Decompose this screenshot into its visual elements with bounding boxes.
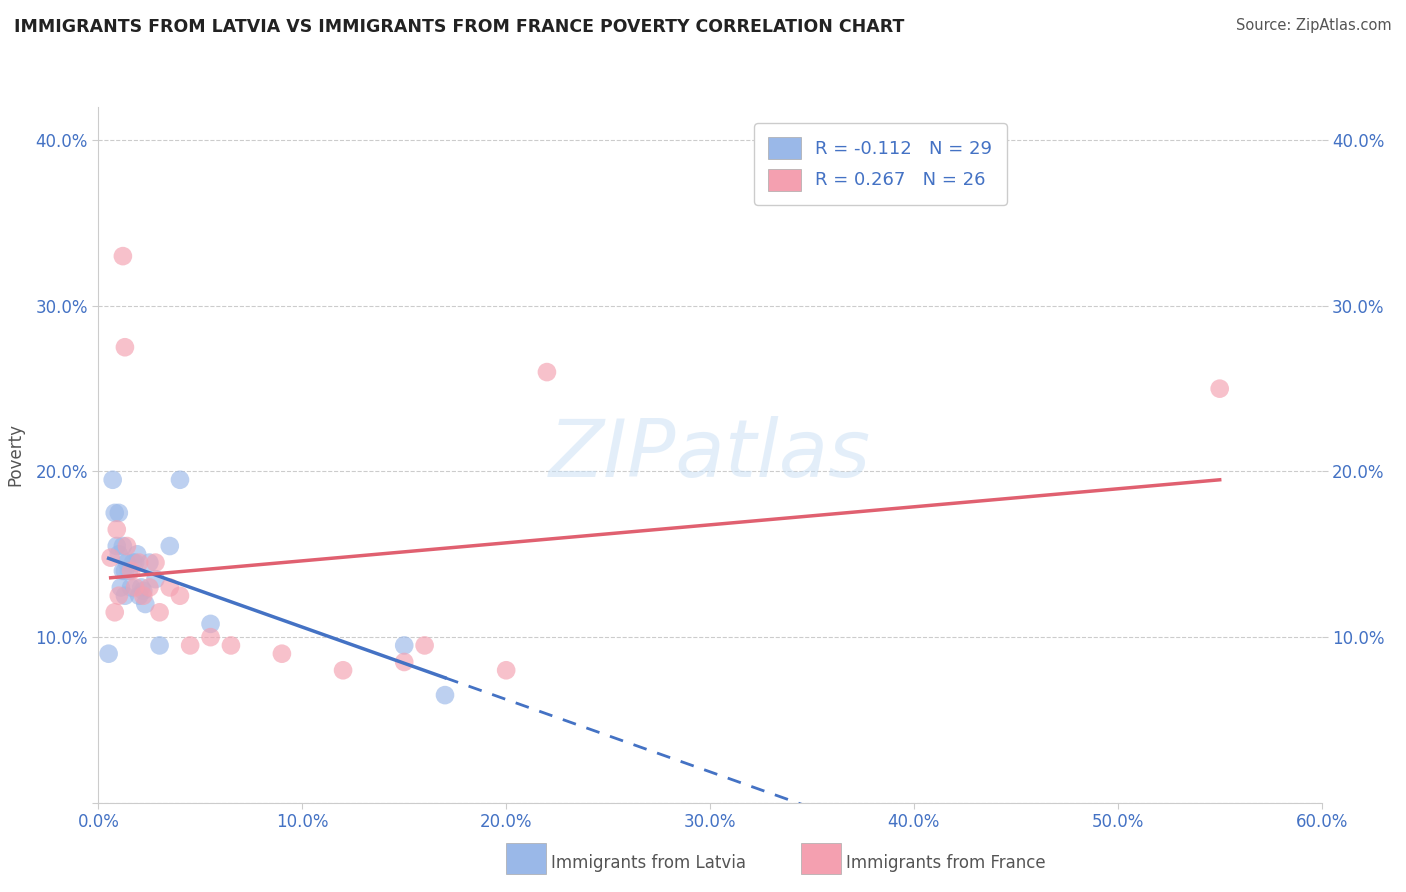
Point bbox=[114, 589, 136, 603]
Point bbox=[332, 663, 354, 677]
Point bbox=[105, 523, 128, 537]
Point bbox=[111, 249, 134, 263]
Point bbox=[200, 616, 222, 631]
Point bbox=[138, 581, 160, 595]
Point bbox=[118, 564, 141, 578]
Point bbox=[392, 655, 416, 669]
Point bbox=[138, 556, 160, 570]
Point bbox=[219, 639, 242, 653]
Point bbox=[179, 639, 201, 653]
Text: Immigrants from France: Immigrants from France bbox=[846, 854, 1046, 871]
Point bbox=[100, 550, 122, 565]
Point bbox=[108, 589, 131, 603]
Point bbox=[111, 539, 134, 553]
Point bbox=[122, 556, 145, 570]
Point bbox=[108, 506, 131, 520]
Point bbox=[105, 539, 128, 553]
Point bbox=[128, 556, 150, 570]
Point bbox=[120, 564, 142, 578]
Point bbox=[108, 547, 131, 561]
Point bbox=[169, 473, 191, 487]
Point bbox=[145, 572, 167, 586]
Legend: R = -0.112   N = 29, R = 0.267   N = 26: R = -0.112 N = 29, R = 0.267 N = 26 bbox=[754, 123, 1007, 205]
Text: ZIPatlas: ZIPatlas bbox=[548, 416, 872, 494]
Point bbox=[120, 581, 142, 595]
Point bbox=[495, 663, 517, 677]
Point bbox=[270, 647, 294, 661]
Point bbox=[104, 605, 127, 619]
Point bbox=[149, 605, 172, 619]
Point bbox=[104, 506, 127, 520]
Point bbox=[169, 589, 191, 603]
Point bbox=[129, 581, 152, 595]
Point bbox=[132, 589, 155, 603]
Point bbox=[159, 581, 181, 595]
Text: IMMIGRANTS FROM LATVIA VS IMMIGRANTS FROM FRANCE POVERTY CORRELATION CHART: IMMIGRANTS FROM LATVIA VS IMMIGRANTS FRO… bbox=[14, 18, 904, 36]
Point bbox=[1209, 382, 1232, 396]
Point bbox=[145, 556, 167, 570]
Point bbox=[149, 639, 172, 653]
Point bbox=[111, 564, 134, 578]
Point bbox=[392, 639, 416, 653]
Point bbox=[132, 583, 155, 598]
Point bbox=[115, 539, 138, 553]
Text: Source: ZipAtlas.com: Source: ZipAtlas.com bbox=[1236, 18, 1392, 33]
Point bbox=[134, 597, 156, 611]
Point bbox=[536, 365, 558, 379]
Y-axis label: Poverty: Poverty bbox=[7, 424, 24, 486]
Text: Immigrants from Latvia: Immigrants from Latvia bbox=[551, 854, 747, 871]
Point bbox=[115, 556, 138, 570]
Point bbox=[127, 547, 149, 561]
Point bbox=[114, 340, 136, 354]
Point bbox=[124, 556, 146, 570]
Point bbox=[413, 639, 436, 653]
Point bbox=[128, 589, 150, 603]
Point bbox=[200, 630, 222, 644]
Point bbox=[124, 581, 146, 595]
Point bbox=[101, 473, 124, 487]
Point bbox=[110, 581, 132, 595]
Point bbox=[114, 564, 136, 578]
Point bbox=[97, 647, 120, 661]
Point bbox=[434, 688, 457, 702]
Point bbox=[159, 539, 181, 553]
